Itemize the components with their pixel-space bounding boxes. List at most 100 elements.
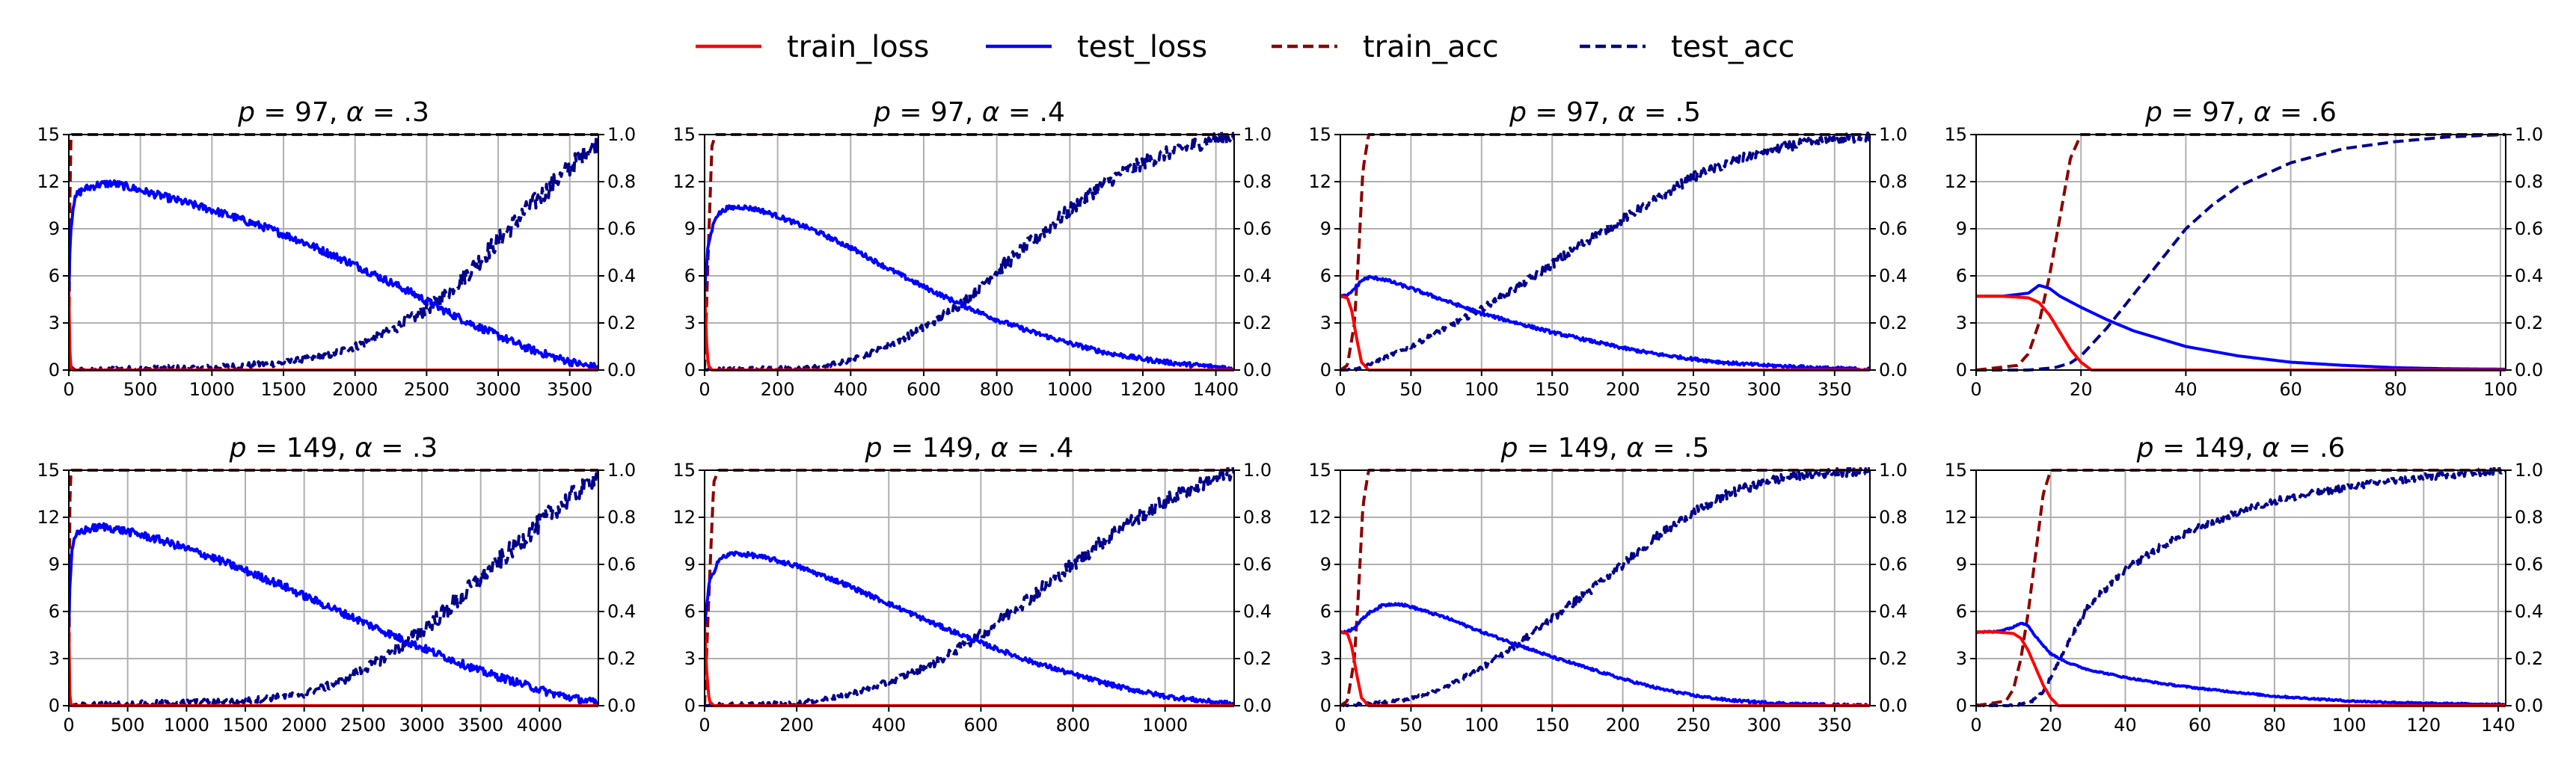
title-p-symbol: p [229,433,247,463]
title-p-value: = 149, [1518,433,1627,463]
x-tick-label: 4000 [517,715,562,736]
x-tick-label: 100 [1465,379,1499,400]
y-tick-label-right: 0.0 [607,695,636,716]
x-tick-label: 100 [2483,379,2518,400]
title-p-symbol: p [2144,97,2162,128]
plot-area [1340,467,1870,707]
title-p-symbol: p [2136,433,2154,463]
axes-frame [68,469,599,706]
y-tick-label-left: 9 [1320,218,1331,239]
x-tick-label: 60 [2189,715,2212,736]
title-p-value: = 149, [247,433,355,463]
subplot-7: p = 149, α = .6 0 20 40 60 80 100 120 140 0 3 6 9 12 1… [1944,433,2543,736]
x-tick-label: 200 [761,379,795,400]
x-tick-label: 150 [1535,715,1569,736]
plot-area [69,133,598,372]
subplot-title: p = 97, α = .3 [237,97,429,128]
series-line-train_loss [705,291,1234,372]
y-tick-label-right: 0.0 [2515,695,2543,716]
subplot-title: p = 149, α = .6 [2136,433,2346,463]
x-tick-label: 1000 [189,379,235,400]
title-alpha-value: = .4 [1008,433,1073,463]
x-tick-label: 1500 [260,379,306,400]
y-tick-label-left: 0 [49,360,60,381]
y-tick-label-left: 15 [1308,124,1331,145]
y-tick-label-left: 0 [684,360,696,381]
plot-area [1976,467,2506,707]
x-tick-label: 140 [2481,715,2515,736]
series-line-test_acc [1976,133,2506,372]
x-tick-label: 1500 [222,715,268,736]
x-tick-label: 60 [2279,379,2302,400]
plot-area [69,469,598,707]
x-tick-label: 1000 [1047,379,1093,400]
y-tick-label-right: 0.8 [2515,507,2543,528]
x-tick-label: 80 [2385,379,2408,400]
title-alpha-symbol: α [346,97,364,128]
legend-item-train_loss: train_loss [696,30,929,64]
series-line-test_acc [1976,467,2506,707]
title-p-value: = 97, [255,97,346,128]
series-line-train_acc [1976,133,2506,372]
y-tick-label-right: 1.0 [607,124,636,145]
series-line-train_loss [1340,295,1870,372]
x-tick-label: 0 [699,379,710,400]
y-tick-label-left: 6 [1320,601,1331,622]
y-tick-label-left: 3 [1956,312,1967,333]
y-tick-label-right: 0.6 [1243,218,1272,239]
series-line-test_acc [69,135,598,372]
series-line-test_acc [705,467,1234,707]
y-tick-label-right: 0.0 [607,360,636,381]
title-p-value: = 149, [2154,433,2263,463]
series-line-test_loss [69,522,598,706]
title-alpha-symbol: α [2254,97,2272,128]
x-tick-label: 800 [1056,715,1091,736]
y-tick-label-right: 0.2 [1243,312,1272,333]
y-tick-label-right: 0.2 [607,312,636,333]
grid [1340,469,1870,706]
y-tick-label-right: 0.8 [1879,507,1907,528]
x-tick-label: 120 [2406,715,2441,736]
x-tick-label: 0 [1970,715,1981,736]
series-line-test_acc [69,471,598,707]
title-alpha-value: = .4 [999,97,1064,128]
subplot-title: p = 97, α = .6 [2144,97,2337,128]
y-tick-label-left: 3 [49,648,60,669]
x-tick-label: 400 [833,379,868,400]
x-tick-label: 150 [1535,379,1569,400]
title-p-value: = 97, [2162,97,2254,128]
subplot-title: p = 97, α = .4 [873,97,1065,128]
x-tick-label: 20 [2039,715,2062,736]
title-alpha-value: = .3 [364,97,429,128]
series-line-test_loss [1976,621,2506,707]
grid [1340,134,1870,371]
y-tick-label-left: 15 [1944,124,1967,145]
subplot-2: p = 97, α = .5 0 50 100 150 200 250 300 350 0 3 6 9 1… [1308,97,1907,400]
axes-frame [1975,134,2506,371]
y-tick-label-right: 0.8 [1243,507,1272,528]
axes-frame [1340,134,1871,371]
y-tick-label-right: 0.6 [2515,218,2543,239]
series-line-test_loss [69,179,598,372]
y-tick-label-right: 0.4 [1243,265,1272,286]
y-tick-label-right: 1.0 [1879,460,1907,481]
y-tick-label-right: 0.4 [607,601,636,622]
x-tick-label: 250 [1676,715,1711,736]
subplot-title: p = 97, α = .5 [1509,97,1701,128]
x-tick-label: 300 [1747,379,1781,400]
plot-area [705,132,1234,372]
y-tick-label-right: 0.6 [1879,218,1907,239]
y-tick-label-right: 0.8 [2515,171,2543,192]
y-tick-label-left: 6 [49,601,60,622]
x-tick-label: 80 [2263,715,2287,736]
x-tick-label: 400 [871,715,906,736]
y-tick-label-left: 15 [37,460,60,481]
y-tick-label-left: 3 [1320,648,1331,669]
x-tick-label: 200 [1606,379,1640,400]
x-tick-label: 1200 [1120,379,1165,400]
x-tick-label: 20 [2070,379,2093,400]
legend-label: train_acc [1363,30,1499,64]
y-tick-label-left: 6 [684,265,696,286]
title-alpha-symbol: α [982,97,1000,128]
legend: train_loss test_loss train_acc test_acc [696,30,1794,64]
